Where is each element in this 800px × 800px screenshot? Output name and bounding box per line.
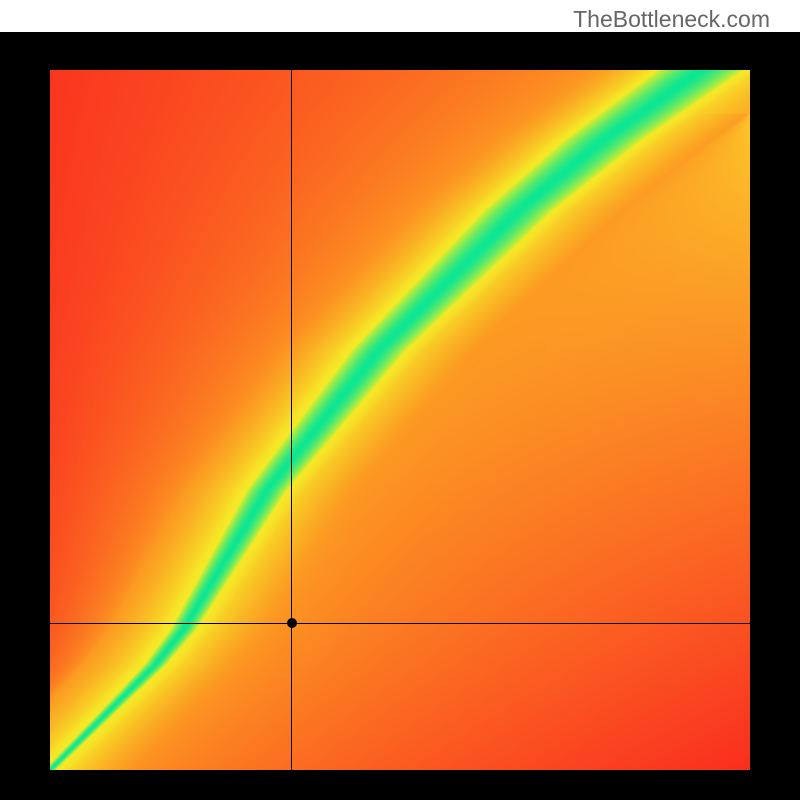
chart-container: TheBottleneck.com (0, 0, 800, 800)
attribution-text: TheBottleneck.com (573, 6, 770, 33)
chart-frame (0, 32, 800, 800)
heatmap-plot (50, 70, 750, 770)
heatmap-canvas (50, 70, 750, 770)
